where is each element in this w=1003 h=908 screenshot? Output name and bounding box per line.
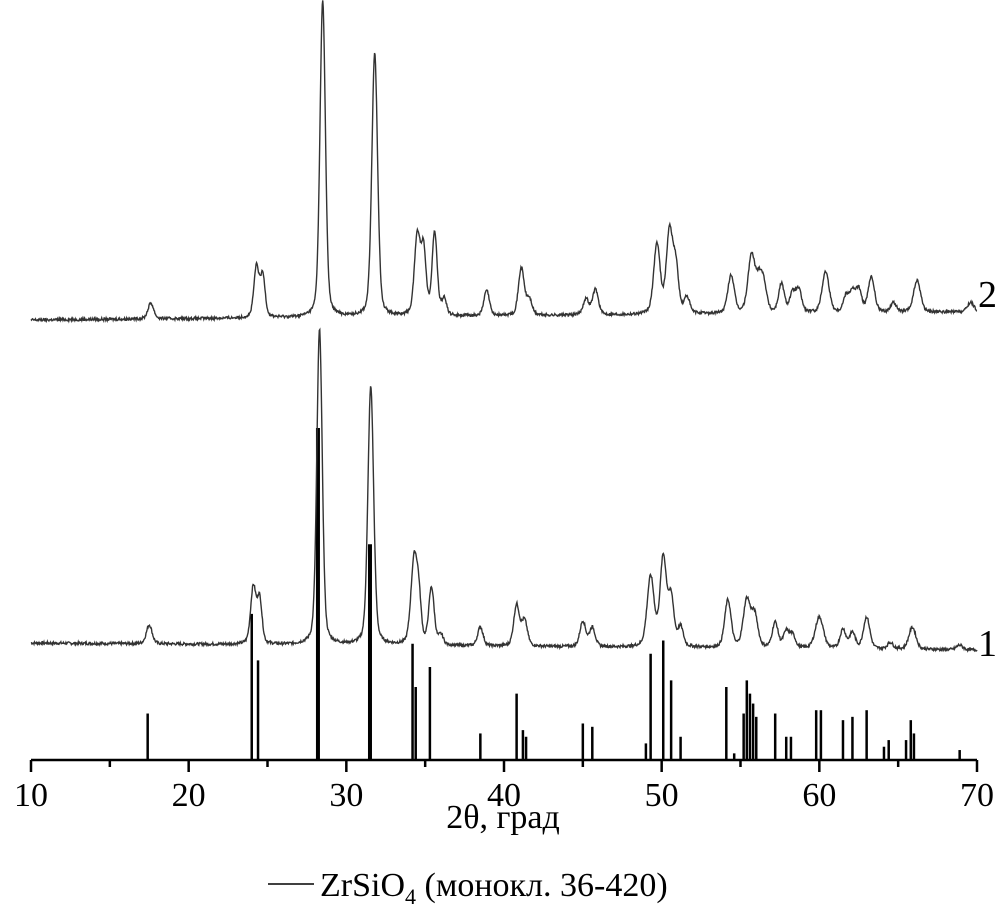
x-tick-label: 30 (329, 777, 363, 814)
x-tick-label: 60 (802, 777, 836, 814)
legend: ZrSiO4 (монокл. 36-420) (268, 867, 668, 908)
diffraction-curves (30, 0, 978, 653)
diffraction-curve-2 (30, 0, 978, 324)
curve-label-1: 1 (978, 623, 997, 665)
curve-labels: 12 (978, 274, 997, 665)
legend-subscript: 4 (405, 884, 416, 908)
x-axis-ticks (29, 760, 979, 772)
x-tick-label: 50 (645, 777, 679, 814)
diffraction-curve-1 (30, 327, 978, 653)
reference-pattern (146, 428, 961, 760)
x-tick-label: 10 (14, 777, 48, 814)
x-axis-label: 2θ, град (446, 799, 560, 836)
legend-prefix: ZrSiO (320, 867, 405, 904)
legend-label: ZrSiO4 (монокл. 36-420) (320, 867, 668, 908)
x-tick-label: 40 (487, 777, 521, 814)
x-tick-label: 70 (960, 777, 994, 814)
x-tick-label: 20 (172, 777, 206, 814)
x-axis-tick-labels: 10 20 30 40 50 60 70 (14, 777, 994, 814)
legend-suffix: (монокл. 36-420) (416, 867, 668, 904)
curve-label-2: 2 (978, 274, 997, 316)
